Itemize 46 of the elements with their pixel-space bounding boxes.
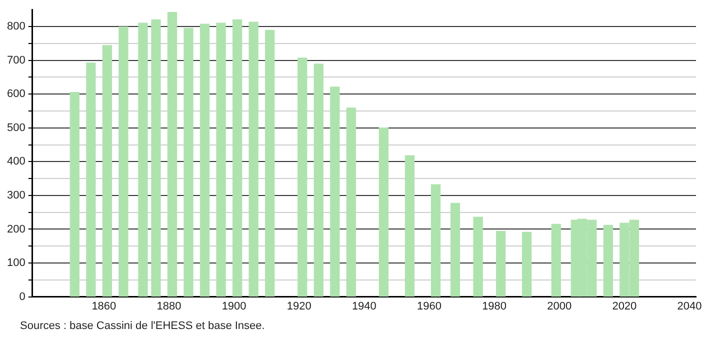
bar [86,62,96,297]
x-tick-label: 1860 [92,300,116,312]
y-tick-label: 700 [6,54,26,66]
bar [378,128,389,297]
bar [248,22,258,297]
bar [118,26,128,297]
x-tick-label: 2000 [547,300,572,312]
bar [404,155,415,297]
source-note: Sources : base Cassini de l'EHESS et base Insee. [20,320,265,332]
y-tick-label: 100 [6,257,26,270]
bar [551,224,561,297]
bar [184,28,194,297]
bar [265,30,275,297]
bar [70,92,80,297]
bar [216,22,226,297]
x-tick-label: 1920 [286,300,312,312]
bar [330,86,340,297]
y-tick-label: 800 [6,20,26,33]
bar [450,202,460,297]
x-tick-label: 1960 [417,300,442,312]
bar [496,230,506,297]
bar [522,232,532,297]
y-tick-label: 0 [19,290,26,303]
y-tick-label: 500 [6,122,26,134]
bar [603,224,613,297]
x-tick-label: 2020 [612,300,637,312]
x-tick-label: 1940 [352,300,376,312]
bar [138,22,148,297]
bar [346,108,356,297]
bar [298,58,308,297]
y-tick-label: 200 [6,223,26,236]
bar [232,19,242,297]
y-tick-label: 600 [6,88,26,100]
bar [200,24,210,297]
x-tick-label: 1900 [222,300,246,312]
bar [167,12,178,297]
x-tick-label: 2040 [677,300,702,312]
y-tick-label: 400 [6,156,26,168]
bar [151,19,161,297]
bar [430,184,441,297]
bar [314,64,324,297]
x-tick-label: 1880 [156,300,182,312]
x-tick-label: 1980 [482,300,507,312]
bar [102,45,112,297]
y-tick-label: 300 [6,189,26,202]
bar [473,216,483,297]
